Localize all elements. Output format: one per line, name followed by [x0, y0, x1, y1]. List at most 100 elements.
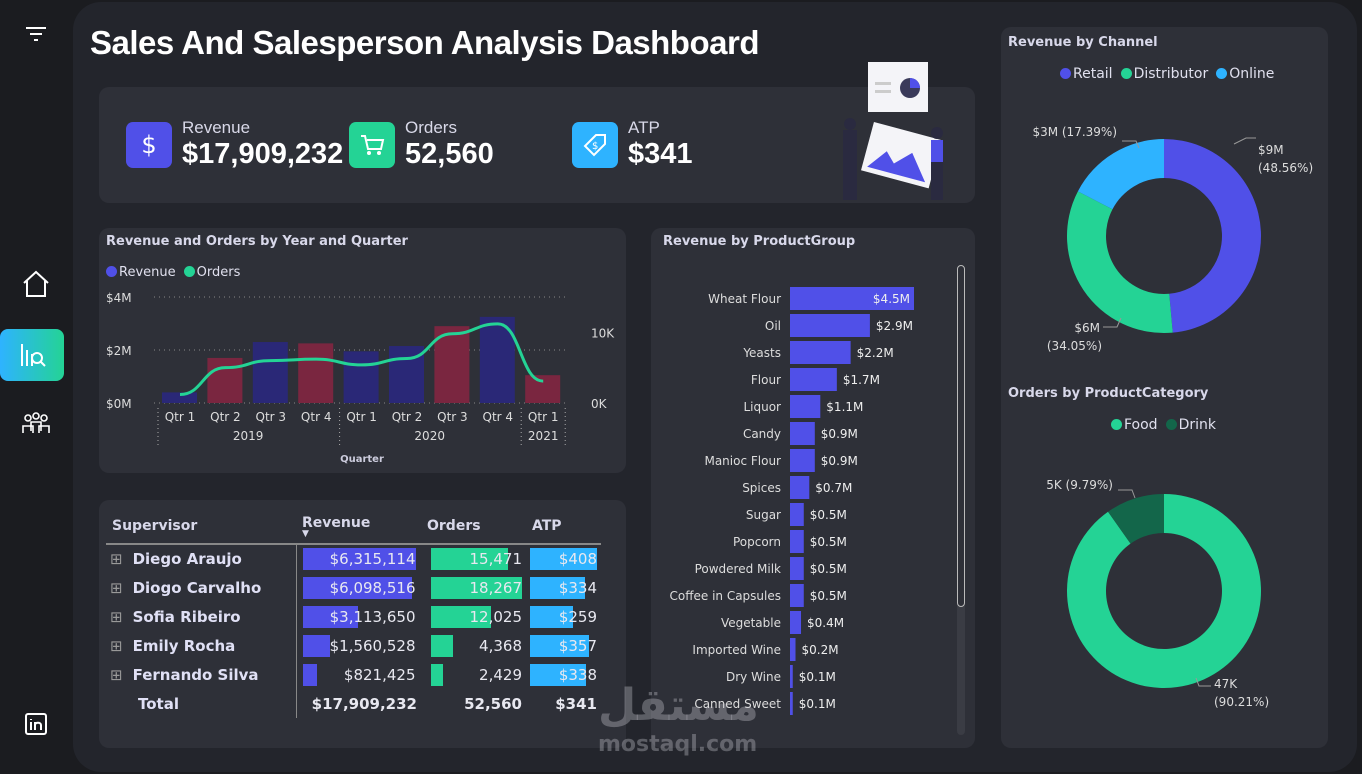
data-label: 47K — [1214, 677, 1238, 691]
donut-slice[interactable] — [1067, 191, 1173, 334]
donut-slice[interactable] — [1067, 494, 1261, 688]
x-tick-label: Qtr 4 — [483, 410, 514, 424]
people-icon[interactable] — [8, 398, 64, 450]
productgroup-bar[interactable] — [790, 503, 804, 526]
productgroup-bar[interactable] — [790, 584, 804, 607]
revenue-value: $821,425 — [343, 665, 416, 684]
legend-drink[interactable]: Drink — [1165, 417, 1216, 433]
kpi-card — [99, 87, 975, 203]
year-label: 2019 — [233, 429, 264, 443]
donut-slice[interactable] — [1108, 494, 1164, 544]
productgroup-bar[interactable] — [790, 395, 821, 418]
legend-label: Online — [1229, 66, 1275, 82]
productgroup-bar[interactable] — [790, 368, 837, 391]
revenue-value: $1,560,528 — [329, 636, 416, 655]
revenue-bar[interactable] — [162, 392, 197, 403]
productgroup-bar[interactable] — [790, 287, 914, 310]
donut-slice[interactable] — [1164, 139, 1261, 333]
legend-online[interactable]: Online — [1216, 66, 1274, 82]
data-label: $0.5M — [810, 562, 847, 576]
x-tick-label: Qtr 1 — [346, 410, 377, 424]
productgroup-bar[interactable] — [790, 314, 870, 337]
legend-label: Orders — [196, 265, 241, 280]
data-label: $6M — [1074, 321, 1100, 335]
category-label: Powdered Milk — [695, 562, 781, 576]
legend-retail[interactable]: Retail — [1060, 66, 1113, 82]
revenue-bar[interactable] — [207, 357, 243, 403]
orders-cell: 18,267 — [421, 573, 526, 602]
productgroup-bar[interactable] — [790, 476, 810, 499]
table-row[interactable]: ⊞ Sofia Ribeiro $3,113,650 12,025 $259 — [106, 602, 601, 631]
supervisor-cell: ⊞ Diego Araujo — [106, 544, 297, 573]
home-icon[interactable] — [8, 258, 64, 310]
legend-orders[interactable]: Orders — [183, 265, 241, 280]
supervisor-name: Diego Araujo — [132, 550, 242, 568]
productgroup-bar[interactable] — [790, 557, 804, 580]
col-orders[interactable]: Orders — [421, 508, 526, 545]
kpi-label: Revenue — [182, 118, 251, 137]
kpi-orders: Orders 52,560 — [349, 118, 494, 171]
orders-value: 15,471 — [469, 550, 523, 568]
productgroup-bar[interactable] — [790, 692, 793, 715]
legend-distributor[interactable]: Distributor — [1120, 66, 1209, 82]
kpi-value: $341 — [628, 138, 693, 170]
atp-databar — [530, 548, 597, 570]
category-label: Yeasts — [742, 346, 781, 360]
revenue-bar[interactable] — [525, 375, 561, 403]
revenue-bar[interactable] — [434, 326, 470, 403]
sidebar — [0, 0, 72, 774]
productgroup-bar[interactable] — [790, 341, 851, 364]
legend-food[interactable]: Food — [1111, 417, 1158, 433]
scrollbar-track[interactable] — [957, 265, 965, 735]
expand-icon[interactable]: ⊞ — [110, 665, 123, 684]
leader-line — [1195, 677, 1211, 687]
revenue-cell: $6,315,114 — [296, 544, 421, 573]
table-row[interactable]: ⊞ Diego Araujo $6,315,114 15,471 $408 — [106, 544, 601, 573]
orders-databar — [431, 605, 491, 628]
data-label: $0.1M — [799, 697, 836, 711]
expand-icon[interactable]: ⊞ — [110, 607, 123, 626]
productgroup-bar[interactable] — [790, 638, 796, 661]
table-row[interactable]: ⊞ Fernando Silva $821,425 2,429 $338 — [106, 660, 601, 689]
supervisor-name: Emily Rocha — [132, 636, 236, 655]
scrollbar-thumb[interactable] — [957, 265, 965, 607]
revenue-bar[interactable] — [252, 342, 288, 403]
productgroup-bar[interactable] — [790, 665, 793, 688]
kpi-atp: $ ATP $341 — [572, 118, 693, 171]
revenue-value: $6,315,114 — [329, 550, 416, 568]
expand-icon[interactable]: ⊞ — [110, 550, 123, 568]
table-row[interactable]: ⊞ Emily Rocha $1,560,528 4,368 $357 — [106, 631, 601, 660]
legend-label: Distributor — [1133, 66, 1209, 82]
productgroup-bar[interactable] — [790, 449, 815, 472]
productgroup-chart: Wheat Flour $4.5M Oil $2.9M Yeasts $2.2M Flour… — [670, 287, 914, 715]
legend-revenue[interactable]: Revenue — [106, 265, 176, 280]
col-revenue[interactable]: Revenue ▼ — [296, 508, 421, 545]
revenue-databar — [302, 605, 359, 628]
col-atp[interactable]: ATP — [526, 508, 601, 545]
x-tick-label: Qtr 2 — [392, 410, 423, 424]
orders-databar — [431, 548, 509, 570]
table-row[interactable]: ⊞ Diogo Carvalho $6,098,516 18,267 $334 — [106, 573, 601, 602]
category-label: Flour — [751, 373, 781, 387]
expand-icon[interactable]: ⊞ — [110, 578, 123, 597]
expand-icon[interactable]: ⊞ — [110, 636, 123, 655]
combo-chart: $4M $2M $0M 10K 0K Qtr 1 Qtr 2 Qtr 3 Qtr 4 Qtr 1 Q… — [106, 291, 615, 465]
category-label: Popcorn — [733, 535, 781, 549]
productgroup-bar[interactable] — [790, 611, 802, 634]
revenue-bar[interactable] — [343, 351, 379, 403]
linkedin-icon[interactable] — [8, 698, 64, 750]
productgroup-bar[interactable] — [790, 422, 815, 445]
filter-icon[interactable] — [8, 8, 64, 60]
analysis-icon[interactable] — [0, 329, 64, 381]
total-label: Total — [106, 689, 297, 718]
donut-slice[interactable] — [1077, 139, 1164, 210]
supervisor-cell: ⊞ Emily Rocha — [106, 631, 297, 660]
data-label: $0.5M — [810, 535, 847, 549]
y-tick-left: $4M — [106, 291, 132, 305]
col-supervisor[interactable]: Supervisor — [106, 508, 296, 545]
data-label: $0.2M — [802, 643, 839, 657]
orders-line[interactable] — [179, 322, 544, 397]
productgroup-bar[interactable] — [790, 530, 804, 553]
revenue-bar[interactable] — [298, 343, 334, 403]
data-label-pct: (48.56%) — [1258, 161, 1313, 175]
